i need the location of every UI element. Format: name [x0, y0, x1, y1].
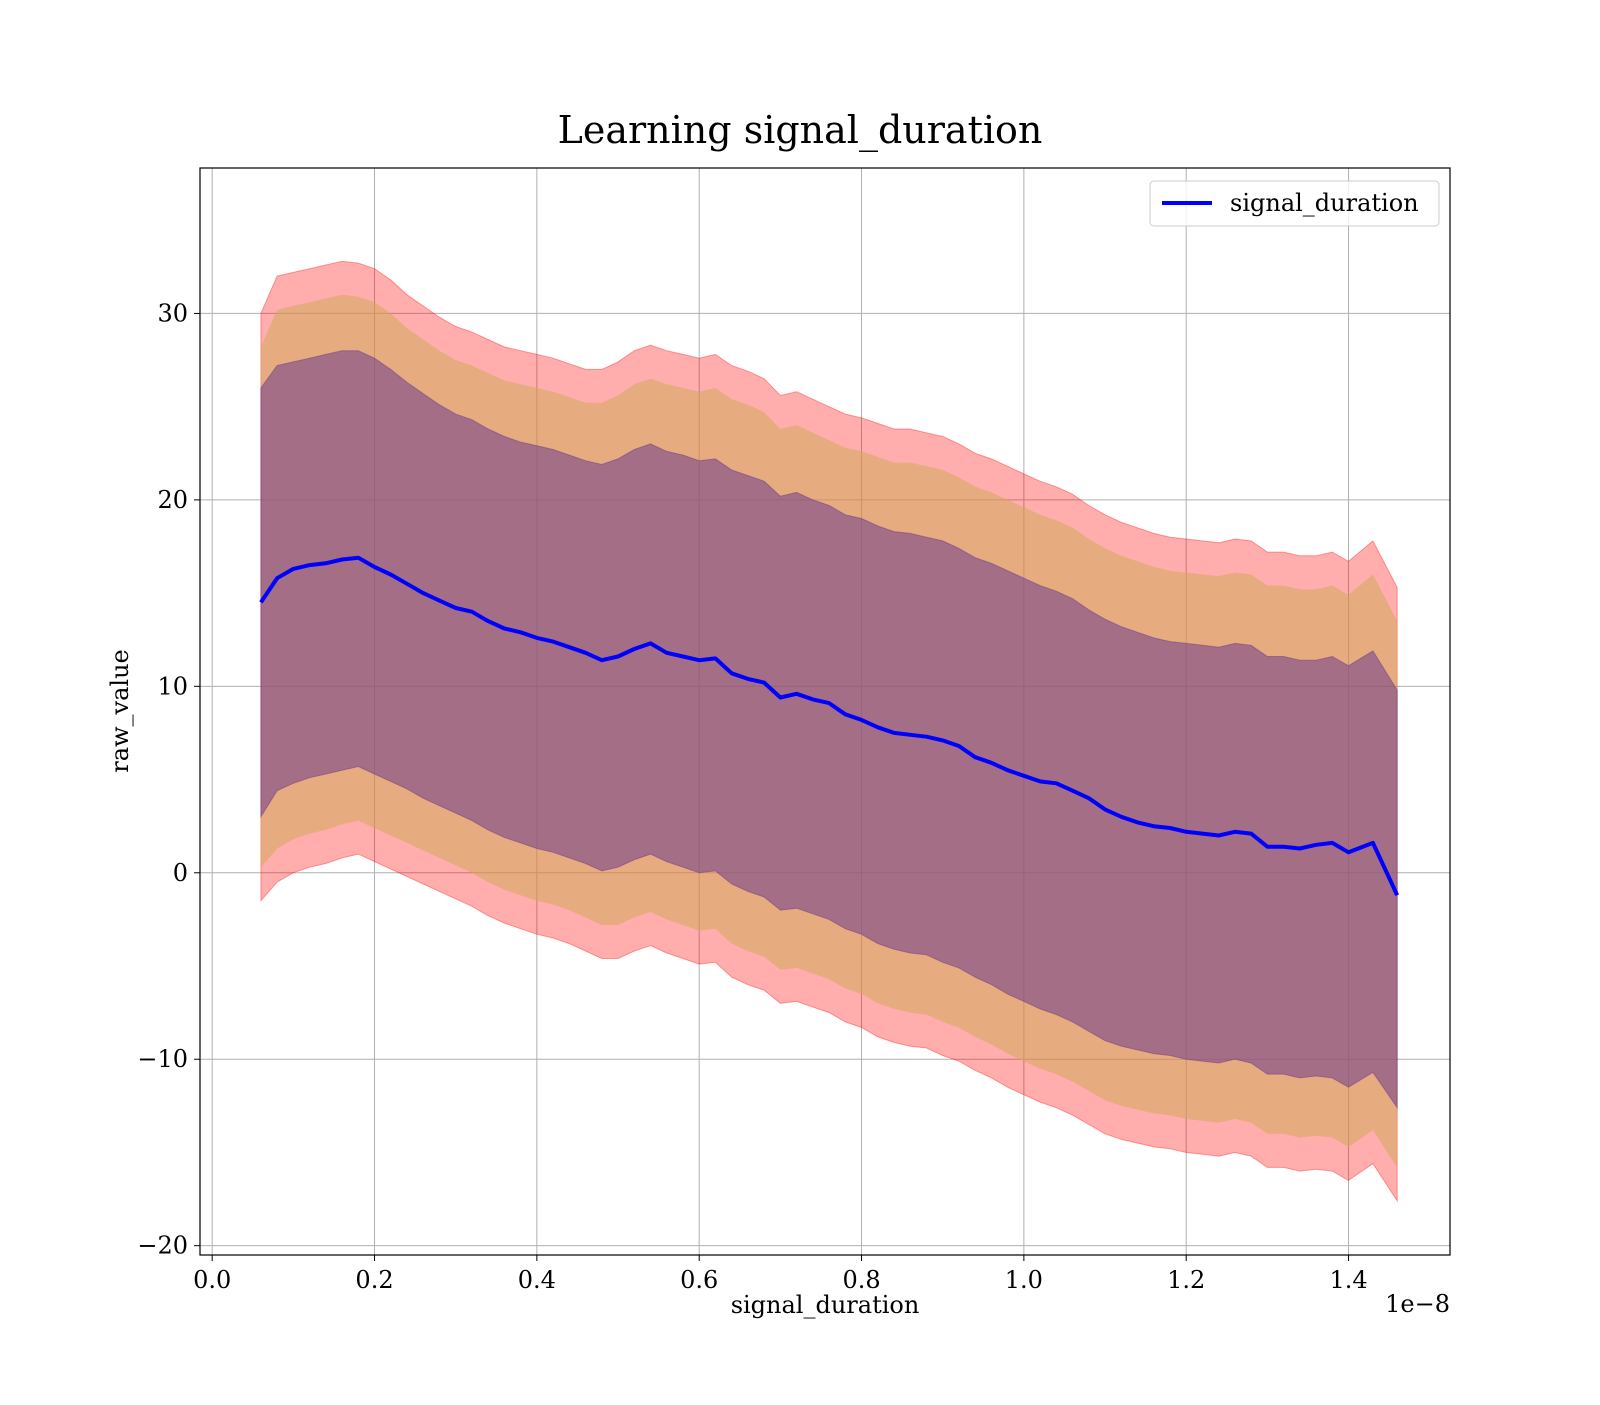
band-2sigma — [260, 350, 1398, 1110]
legend-label: signal_duration — [1230, 189, 1419, 217]
plot-frame — [199, 167, 1451, 1256]
tick-layer: 0.0 0.2 0.4 0.6 0.8 1.0 1.2 1.4 −20 −10 0 10 20 30 — [137, 299, 1367, 1294]
x-tick-label: 1.2 — [1167, 1266, 1205, 1294]
y-tick-label: −10 — [137, 1045, 188, 1073]
series-line-signal-duration — [259, 555, 1400, 897]
band-layer — [260, 260, 1398, 1203]
y-tick-label: 20 — [157, 486, 188, 514]
x-offset-label: 1e−8 — [1385, 1290, 1450, 1318]
chart-title: Learning signal_duration — [558, 108, 1043, 153]
line-layer — [259, 555, 1400, 897]
x-tick-label: 0.0 — [193, 1266, 231, 1294]
x-tick-label: 0.4 — [518, 1266, 556, 1294]
y-tick-label: 30 — [157, 299, 188, 327]
y-tick-label: 10 — [157, 672, 188, 700]
y-axis-label: raw_value — [106, 649, 134, 773]
x-axis-label: signal_duration — [731, 1291, 920, 1319]
x-tick-label: 1.4 — [1329, 1266, 1367, 1294]
x-tick-label: 0.2 — [355, 1266, 393, 1294]
legend-box — [1149, 180, 1440, 227]
y-tick-label: −20 — [137, 1232, 188, 1260]
x-tick-label: 0.8 — [842, 1266, 880, 1294]
x-tick-label: 0.6 — [680, 1266, 718, 1294]
x-tick-label: 1.0 — [1005, 1266, 1043, 1294]
y-tick-label: 0 — [173, 859, 188, 887]
legend: signal_duration — [1149, 180, 1440, 227]
